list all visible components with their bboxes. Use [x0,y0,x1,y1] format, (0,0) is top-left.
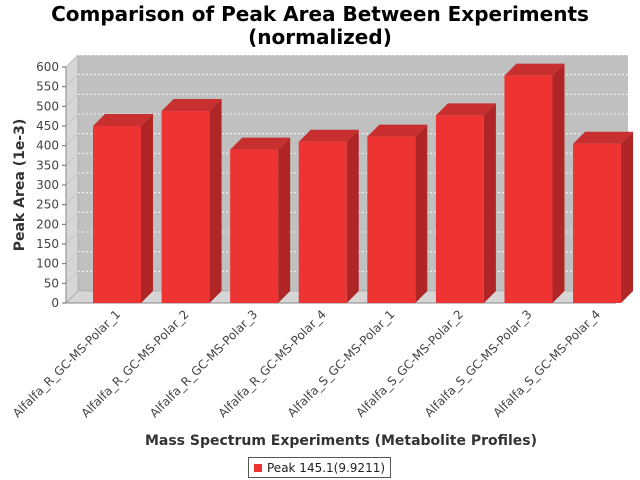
chart-title-line-2: (normalized) [248,25,392,49]
legend-label: Peak 145.1(9.9211) [267,460,386,475]
bar [298,141,347,303]
bar-side [483,103,496,303]
bar [161,111,210,303]
bar [230,149,279,303]
bar-side [346,129,359,303]
gridline-side [65,54,79,68]
bar [367,136,416,303]
gridline-side [65,94,79,107]
y-tick-label: 0 [51,296,59,310]
bar-top [573,131,634,144]
bar-top [230,137,291,150]
gridline-side [65,251,79,264]
gridline-side [65,231,79,245]
y-tick-label: 250 [36,198,59,212]
y-tick-label: 50 [44,276,59,290]
bar-side [621,131,634,303]
y-tick-label: 550 [36,80,59,94]
bar [573,143,622,303]
gridline-side [65,153,79,166]
y-axis-title: Peak Area (1e-3) [12,119,28,252]
x-tick-label: Alfalfa_R_GC-MS-Polar_1 [10,307,123,420]
bar-side [415,124,428,304]
gridline-side [65,212,79,225]
gridline-side [65,172,79,186]
y-tick-label: 150 [36,237,59,251]
gridline-side [65,133,79,146]
bar [93,126,141,303]
bar [435,115,484,303]
y-tick-label: 200 [36,217,59,231]
bar-side [552,63,565,303]
y-tick-label: 600 [36,60,59,74]
y-tick-label: 100 [36,257,59,271]
chart-title-line-1: Comparison of Peak Area Between Experime… [51,2,589,26]
gridline-side [65,113,79,127]
bar-top [435,103,496,116]
bar-side [209,99,222,303]
x-axis-title: Mass Spectrum Experiments (Metabolite Pr… [145,433,537,449]
bar-top [298,129,359,142]
gridline-side [65,271,79,284]
bar-side [278,137,291,303]
bar-top [93,114,153,126]
bar-top [367,124,428,137]
bar-top [504,63,565,76]
legend: Peak 145.1(9.9211) [248,457,392,478]
bar-side [141,114,153,303]
y-tick-label: 500 [36,99,59,113]
y-tick-label: 350 [36,158,59,172]
gridline-side [65,74,79,87]
bar-top [161,99,222,112]
y-tick-label: 400 [36,139,59,153]
y-tick-label: 450 [36,119,59,133]
bar [504,75,553,303]
gridline-side [65,192,79,205]
legend-swatch [254,463,262,472]
y-tick-label: 300 [36,178,59,192]
